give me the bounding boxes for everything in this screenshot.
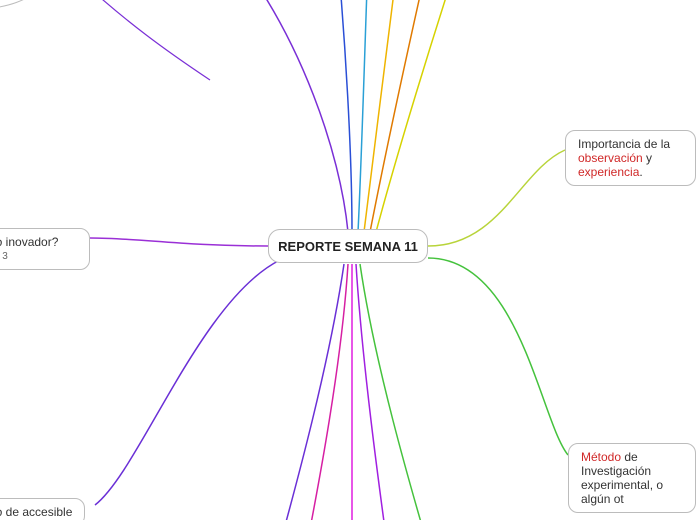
node-label: al o inovador? [0, 235, 58, 249]
node-obs[interactable]: Importancia de la observación y experien… [565, 130, 696, 186]
edge [0, 0, 50, 10]
center-node[interactable]: REPORTE SEMANA 11 [268, 229, 428, 263]
edge [360, 264, 438, 520]
edge [428, 150, 565, 246]
comment-icon[interactable]: 💬 3 [0, 251, 8, 262]
edge [60, 0, 210, 80]
node-label: lo de accesible [0, 505, 72, 519]
node-inov[interactable]: al o inovador? 💬 3 [0, 228, 90, 270]
mindmap-canvas: REPORTE SEMANA 11 Importancia de la obse… [0, 0, 696, 520]
edge [364, 0, 398, 232]
edge [90, 238, 268, 246]
node-label: Método de Investigación experimental, o … [581, 450, 663, 506]
edge [95, 260, 280, 505]
edge [428, 258, 568, 455]
node-metodo[interactable]: Método de Investigación experimental, o … [568, 443, 696, 513]
edge [300, 264, 348, 520]
edge [240, 0, 348, 232]
center-node-label: REPORTE SEMANA 11 [278, 239, 418, 254]
edge [338, 0, 352, 232]
node-label: Importancia de la observación y experien… [578, 137, 670, 179]
node-acces[interactable]: lo de accesible [0, 498, 85, 520]
edge [358, 0, 368, 232]
